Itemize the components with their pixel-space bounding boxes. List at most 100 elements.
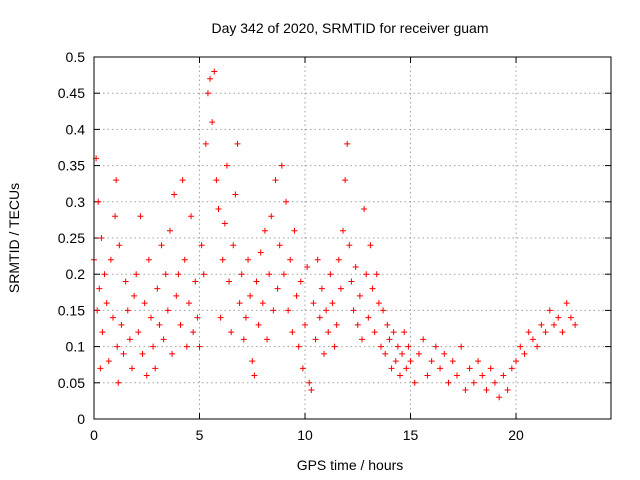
data-point (458, 343, 465, 350)
plot-frame (93, 56, 612, 420)
data-point (169, 350, 176, 357)
data-point (247, 292, 254, 299)
data-point (546, 307, 553, 314)
data-point (304, 263, 311, 270)
data-point (415, 350, 422, 357)
data-point (114, 343, 121, 350)
data-point (323, 307, 330, 314)
data-point (213, 177, 220, 184)
data-point (432, 343, 439, 350)
data-point (264, 336, 271, 343)
data-point (462, 387, 469, 394)
data-point (95, 198, 102, 205)
y-tick-label: 0.35 (58, 158, 85, 174)
data-point (508, 365, 515, 372)
data-point (377, 343, 384, 350)
x-axis-title: GPS time / hours (297, 457, 404, 473)
data-point (534, 343, 541, 350)
data-point (122, 278, 129, 285)
data-point (525, 329, 532, 336)
data-point (98, 235, 105, 241)
data-point (109, 314, 116, 321)
data-point (283, 198, 290, 205)
data-point (411, 379, 418, 386)
data-point (466, 365, 473, 372)
data-point (259, 300, 266, 307)
data-point (179, 177, 186, 184)
data-point (124, 307, 131, 314)
data-point (350, 307, 357, 314)
data-point (249, 358, 256, 365)
data-point (276, 242, 283, 249)
data-point (289, 329, 296, 336)
data-point (126, 336, 133, 343)
data-point (312, 336, 319, 343)
data-point (331, 343, 338, 350)
data-point (238, 271, 245, 278)
data-point (251, 372, 258, 379)
data-point (382, 350, 389, 357)
data-point (563, 300, 570, 307)
data-point (115, 379, 122, 386)
data-point (107, 256, 114, 263)
data-point (521, 350, 528, 357)
data-point (567, 314, 574, 321)
y-tick-label: 0 (77, 411, 85, 427)
data-point (230, 242, 237, 249)
y-tick-label: 0.5 (66, 49, 86, 65)
data-point (137, 213, 144, 220)
data-point (234, 140, 241, 147)
data-point (337, 285, 344, 292)
data-point (407, 358, 414, 365)
data-point (240, 336, 247, 343)
data-point (200, 271, 207, 278)
data-point (371, 329, 378, 336)
data-point (198, 242, 205, 249)
data-point (529, 336, 536, 343)
data-point (97, 365, 104, 372)
data-point (449, 358, 456, 365)
data-point (128, 365, 135, 372)
data-point (245, 256, 252, 263)
y-tick-label: 0.25 (58, 230, 85, 246)
data-point (401, 329, 408, 336)
data-point (183, 343, 190, 350)
y-tick-label: 0.4 (66, 121, 86, 137)
y-tick-label: 0.15 (58, 302, 85, 318)
data-point (470, 379, 477, 386)
data-point (428, 358, 435, 365)
data-point (392, 358, 399, 365)
data-point (299, 365, 306, 372)
data-point (316, 314, 323, 321)
data-point (367, 242, 374, 249)
data-point (291, 227, 298, 234)
data-points (91, 68, 579, 401)
data-point (158, 242, 165, 249)
y-axis-title: SRMTID / TECUs (6, 183, 22, 293)
x-tick-label: 0 (90, 427, 98, 443)
data-point (342, 177, 349, 184)
data-point (221, 220, 228, 227)
data-point (154, 285, 161, 292)
data-point (420, 336, 427, 343)
data-point (219, 256, 226, 263)
data-point (483, 387, 490, 394)
data-point (333, 321, 340, 328)
data-point (101, 271, 108, 278)
data-point (380, 307, 387, 314)
data-point (538, 321, 545, 328)
chart-title: Day 342 of 2020, SRMTID for receiver gua… (211, 20, 488, 36)
data-point (365, 314, 372, 321)
data-point (293, 292, 300, 299)
data-point (175, 271, 182, 278)
data-point (204, 90, 211, 97)
data-point (257, 249, 264, 256)
grid-lines (94, 57, 611, 419)
data-point (373, 271, 380, 278)
data-point (152, 365, 159, 372)
data-point (318, 285, 325, 292)
data-point (160, 336, 167, 343)
data-point (223, 162, 230, 169)
data-point (394, 343, 401, 350)
data-point (491, 379, 498, 386)
